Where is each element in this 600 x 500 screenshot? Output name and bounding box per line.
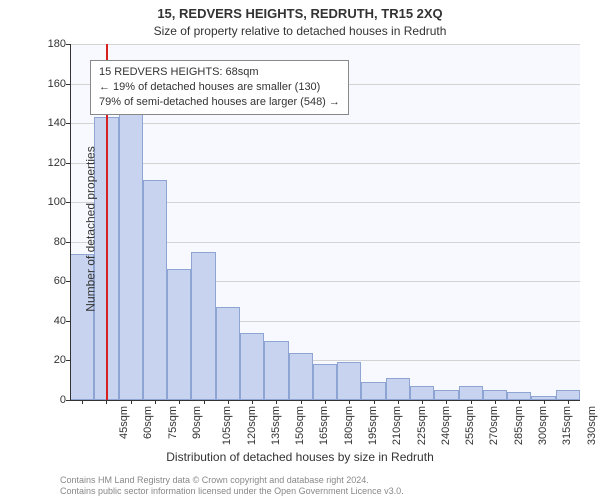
x-tick-label: 45sqm <box>118 406 130 439</box>
info-line-2: ← 19% of detached houses are smaller (13… <box>99 80 340 95</box>
histogram-bar <box>119 103 143 400</box>
x-tick-label: 75sqm <box>167 406 179 439</box>
histogram-bar <box>143 180 167 400</box>
x-tick-label: 255sqm <box>464 406 476 445</box>
y-tick <box>66 400 70 401</box>
y-axis-label: Number of detached properties <box>84 146 98 311</box>
y-tick <box>66 163 70 164</box>
x-tick-label: 180sqm <box>343 406 355 445</box>
x-tick-label: 135sqm <box>270 406 282 445</box>
x-tick <box>325 400 326 404</box>
histogram-bar <box>507 392 531 400</box>
x-tick <box>446 400 447 404</box>
x-tick <box>349 400 350 404</box>
histogram-bar <box>337 362 361 400</box>
x-tick-label: 150sqm <box>294 406 306 445</box>
histogram-bar <box>216 307 240 400</box>
y-tick <box>66 360 70 361</box>
grid-line <box>70 44 580 45</box>
x-tick-label: 165sqm <box>319 406 331 445</box>
x-tick <box>495 400 496 404</box>
y-tick <box>66 123 70 124</box>
x-tick <box>422 400 423 404</box>
x-tick <box>82 400 83 404</box>
y-axis <box>70 44 71 400</box>
x-tick-label: 60sqm <box>142 406 154 439</box>
histogram-bar <box>483 390 507 400</box>
histogram-bar <box>167 269 191 400</box>
histogram-bar <box>191 252 215 400</box>
histogram-bar <box>556 390 580 400</box>
x-tick <box>301 400 302 404</box>
histogram-bar <box>361 382 385 400</box>
info-line-1: 15 REDVERS HEIGHTS: 68sqm <box>99 65 340 80</box>
x-tick-label: 300sqm <box>537 406 549 445</box>
info-line-3: 79% of semi-detached houses are larger (… <box>99 95 340 110</box>
y-tick-label: 180 <box>26 39 66 50</box>
x-tick-label: 105sqm <box>221 406 233 445</box>
histogram-bar <box>264 341 288 400</box>
x-tick <box>374 400 375 404</box>
histogram-chart: 15, REDVERS HEIGHTS, REDRUTH, TR15 2XQ S… <box>0 0 600 500</box>
y-tick-label: 20 <box>26 355 66 366</box>
x-tick <box>544 400 545 404</box>
x-tick <box>204 400 205 404</box>
footer-line-1: Contains HM Land Registry data © Crown c… <box>60 475 404 487</box>
chart-title: 15, REDVERS HEIGHTS, REDRUTH, TR15 2XQ <box>0 6 600 21</box>
x-tick <box>106 400 107 404</box>
y-tick-label: 0 <box>26 395 66 406</box>
info-box: 15 REDVERS HEIGHTS: 68sqm ← 19% of detac… <box>90 60 349 115</box>
x-tick <box>471 400 472 404</box>
y-tick <box>66 281 70 282</box>
x-tick-label: 315sqm <box>561 406 573 445</box>
histogram-bar <box>313 364 337 400</box>
y-tick-label: 140 <box>26 118 66 129</box>
y-tick <box>66 202 70 203</box>
y-tick-label: 120 <box>26 158 66 169</box>
footer-line-2: Contains public sector information licen… <box>60 486 404 498</box>
y-tick-label: 80 <box>26 237 66 248</box>
histogram-bar <box>386 378 410 400</box>
x-tick <box>398 400 399 404</box>
x-tick <box>252 400 253 404</box>
x-tick <box>519 400 520 404</box>
y-tick-label: 40 <box>26 316 66 327</box>
y-tick <box>66 321 70 322</box>
histogram-bar <box>240 333 264 400</box>
x-tick-label: 285sqm <box>513 406 525 445</box>
x-tick-label: 225sqm <box>416 406 428 445</box>
x-tick <box>568 400 569 404</box>
histogram-bar <box>289 353 313 400</box>
y-tick-label: 100 <box>26 197 66 208</box>
histogram-bar <box>434 390 458 400</box>
histogram-bar <box>410 386 434 400</box>
y-tick-label: 160 <box>26 79 66 90</box>
x-tick-label: 240sqm <box>440 406 452 445</box>
x-tick-label: 90sqm <box>191 406 203 439</box>
histogram-bar <box>459 386 483 400</box>
x-tick <box>228 400 229 404</box>
x-tick-label: 195sqm <box>367 406 379 445</box>
x-axis-label: Distribution of detached houses by size … <box>0 450 600 464</box>
y-tick <box>66 84 70 85</box>
x-tick <box>155 400 156 404</box>
y-tick <box>66 242 70 243</box>
grid-line <box>70 123 580 124</box>
x-tick-label: 330sqm <box>586 406 598 445</box>
y-tick <box>66 44 70 45</box>
chart-subtitle: Size of property relative to detached ho… <box>0 24 600 38</box>
footer-attribution: Contains HM Land Registry data © Crown c… <box>60 475 404 498</box>
y-tick-label: 60 <box>26 276 66 287</box>
x-tick <box>131 400 132 404</box>
grid-line <box>70 163 580 164</box>
x-tick <box>179 400 180 404</box>
x-tick-label: 120sqm <box>246 406 258 445</box>
x-tick-label: 270sqm <box>489 406 501 445</box>
x-tick <box>276 400 277 404</box>
x-tick-label: 210sqm <box>391 406 403 445</box>
